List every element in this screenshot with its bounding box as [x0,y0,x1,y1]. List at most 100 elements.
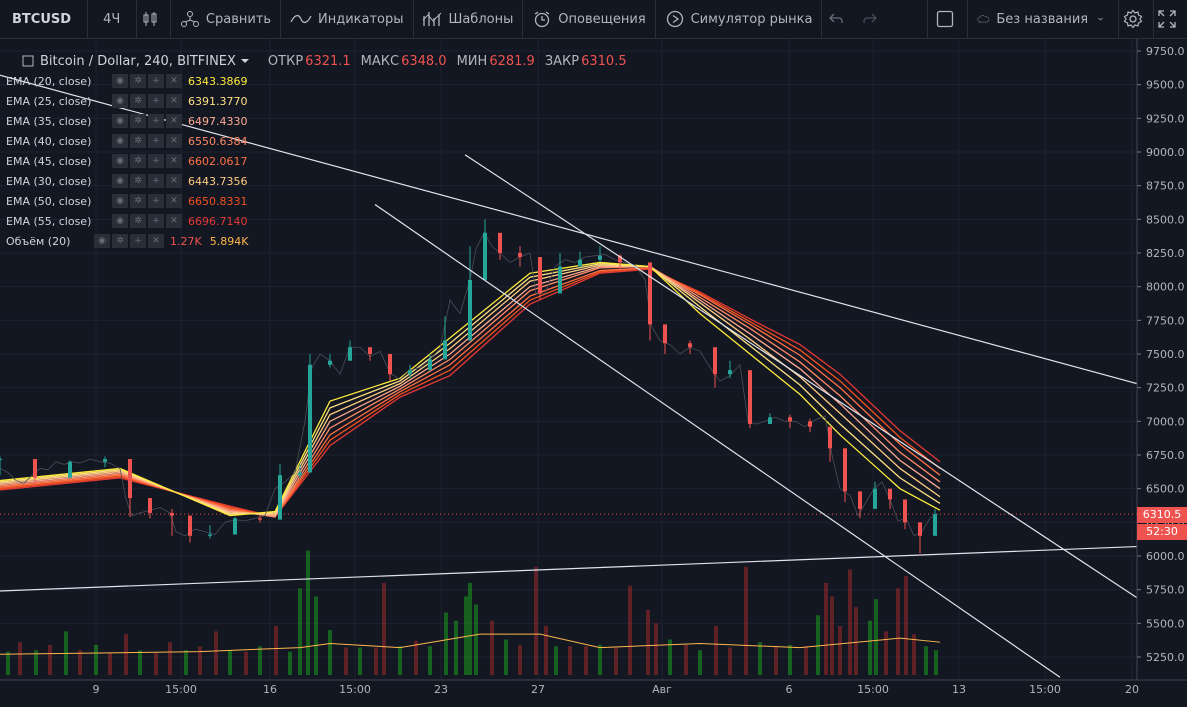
gear-icon[interactable]: ✲ [130,194,146,208]
indicator-row[interactable]: Объём (20) ◉ ✲ + ✕ 1.27K 5.894K [6,231,627,251]
gear-icon[interactable]: ✲ [130,134,146,148]
eye-icon[interactable]: ◉ [112,134,128,148]
indicator-name[interactable]: EMA (50, close) [6,194,92,208]
volume-bar [568,646,572,675]
indicator-row[interactable]: EMA (25, close) ◉ ✲ + ✕ 6391.3770 [6,91,627,111]
indicator-name[interactable]: EMA (30, close) [6,174,92,188]
time-label: 13 [952,683,966,696]
volume-bar [154,652,158,675]
candle-body [33,459,37,478]
candle-body [933,514,937,536]
indicator-name[interactable]: EMA (45, close) [6,154,92,168]
indicator-name[interactable]: EMA (40, close) [6,134,92,148]
indicators-button[interactable]: Индикаторы [281,0,413,38]
gear-icon[interactable]: ✲ [112,234,128,248]
close-icon[interactable]: ✕ [166,114,182,128]
symbol-search[interactable]: BTCUSD [12,11,72,27]
plus-icon[interactable]: + [148,134,164,148]
gear-icon[interactable]: ✲ [130,74,146,88]
indicator-name[interactable]: EMA (55, close) [6,214,92,228]
eye-icon[interactable]: ◉ [112,174,128,188]
close-icon[interactable]: ✕ [166,74,182,88]
compare-button[interactable]: Сравнить [171,0,280,38]
indicator-name[interactable]: EMA (35, close) [6,114,92,128]
cloud-icon [977,15,990,23]
toolbar-divider [280,0,281,38]
close-icon[interactable]: ✕ [166,174,182,188]
close-icon[interactable]: ✕ [166,214,182,228]
eye-icon[interactable]: ◉ [94,234,110,248]
plus-icon[interactable]: + [130,234,146,248]
eye-icon[interactable]: ◉ [112,194,128,208]
eye-icon[interactable]: ◉ [112,74,128,88]
time-label: 15:00 [1029,683,1061,696]
plus-icon[interactable]: + [148,174,164,188]
indicator-row[interactable]: EMA (20, close) ◉ ✲ + ✕ 6343.3869 [6,71,627,91]
price-label: 9500.0 [1146,79,1185,92]
fullscreen-toggle-button[interactable] [928,0,967,38]
trend-line [464,154,1138,599]
price-label: 6750.0 [1146,449,1185,462]
toolbar-divider [927,0,929,38]
volume-bar [774,646,778,675]
layout-menu-button[interactable]: Без названия [968,0,1118,38]
replay-button[interactable]: Симулятор рынка [656,0,822,38]
eye-icon[interactable]: ◉ [112,94,128,108]
indicator-row[interactable]: EMA (45, close) ◉ ✲ + ✕ 6602.0617 [6,151,627,171]
redo-button[interactable] [856,0,889,38]
fullscreen-button[interactable] [1153,0,1186,38]
indicator-name[interactable]: EMA (25, close) [6,94,92,108]
volume-bar [94,644,98,675]
price-label: 8250.0 [1146,247,1185,260]
toolbar-divider [412,0,414,38]
eye-icon[interactable]: ◉ [112,114,128,128]
volume-bar [628,585,632,675]
price-label: 7000.0 [1146,415,1185,428]
eye-icon[interactable]: ◉ [112,154,128,168]
indicator-controls: ◉ ✲ + ✕ [94,234,166,248]
volume-bar [398,646,402,675]
gear-icon[interactable]: ✲ [130,154,146,168]
close-label: ЗАКР [544,53,580,69]
volume-bar [684,644,688,675]
chart-style-button[interactable] [137,0,170,38]
indicator-row[interactable]: EMA (55, close) ◉ ✲ + ✕ 6696.7140 [6,211,627,231]
indicator-row[interactable]: EMA (40, close) ◉ ✲ + ✕ 6550.6384 [6,131,627,151]
volume-bar [504,639,508,675]
volume-bar [18,642,22,675]
plus-icon[interactable]: + [148,114,164,128]
gear-icon[interactable]: ✲ [130,214,146,228]
volume-bar [788,644,792,675]
volume-bar [444,612,448,675]
plus-icon[interactable]: + [148,74,164,88]
interval-button[interactable]: 4Ч [88,0,136,38]
chevron-down-icon[interactable] [240,57,250,65]
plus-icon[interactable]: + [148,214,164,228]
gear-icon[interactable]: ✲ [130,94,146,108]
plus-icon[interactable]: + [148,94,164,108]
close-icon[interactable]: ✕ [166,154,182,168]
close-icon[interactable]: ✕ [148,234,164,248]
indicator-name[interactable]: EMA (20, close) [6,74,92,88]
templates-button[interactable]: Шаблоны [413,0,522,38]
undo-button[interactable] [822,0,855,38]
plus-icon[interactable]: + [148,154,164,168]
alerts-button[interactable]: Оповещения [523,0,654,38]
indicator-row[interactable]: EMA (35, close) ◉ ✲ + ✕ 6497.4330 [6,111,627,131]
close-icon[interactable]: ✕ [166,194,182,208]
symbol-title[interactable]: Bitcoin / Dollar, 240, BITFINEX [40,53,236,69]
close-icon[interactable]: ✕ [166,94,182,108]
ema-line [0,261,941,517]
close-icon[interactable]: ✕ [166,134,182,148]
volume-bar [490,620,494,675]
volume-bar [824,582,828,675]
indicator-row[interactable]: EMA (30, close) ◉ ✲ + ✕ 6443.7356 [6,171,627,191]
undo-icon [829,13,843,23]
gear-icon[interactable]: ✲ [130,114,146,128]
eye-icon[interactable]: ◉ [112,214,128,228]
settings-button[interactable] [1119,0,1152,38]
indicator-name[interactable]: Объём (20) [6,234,71,248]
indicator-row[interactable]: EMA (50, close) ◉ ✲ + ✕ 6650.8331 [6,191,627,211]
gear-icon[interactable]: ✲ [130,174,146,188]
plus-icon[interactable]: + [148,194,164,208]
